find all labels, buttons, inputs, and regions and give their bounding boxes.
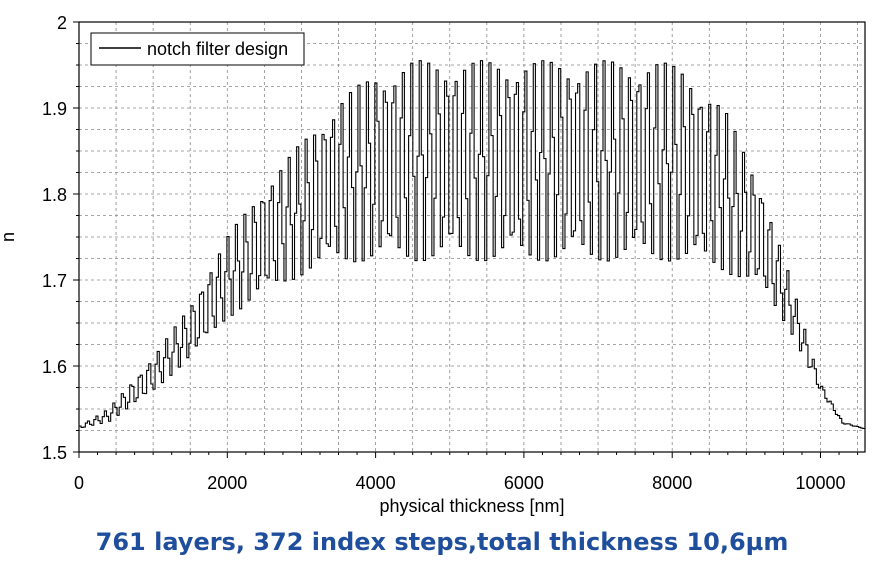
y-axis-ticks: 1.5 1.6 1.7 1.8 1.9 2 bbox=[42, 13, 79, 463]
chart-svg: 0 2000 4000 6000 8000 10000 1.51.61.71.81.92 … bbox=[0, 13, 866, 516]
y-tick-label: 1.8 bbox=[42, 185, 67, 205]
y-tick-label: 1.6 bbox=[42, 357, 67, 377]
caption: 761 layers, 372 index steps,total thickn… bbox=[95, 528, 789, 556]
x-tick-label: 2000 bbox=[207, 473, 247, 493]
x-tick-label: 0 bbox=[74, 473, 84, 493]
y-tick-label: 1.5 bbox=[42, 443, 67, 463]
y-tick-label: 2 bbox=[57, 13, 67, 33]
x-tick-label: 6000 bbox=[504, 473, 544, 493]
y-tick-label: 1.9 bbox=[42, 99, 67, 119]
x-axis-ticks: 0 2000 4000 6000 8000 10000 bbox=[74, 452, 859, 493]
plot-area bbox=[79, 60, 866, 430]
legend-entry-label: notch filter design bbox=[147, 39, 288, 59]
y-tick-label: 1.7 bbox=[42, 271, 67, 291]
x-tick-label: 4000 bbox=[356, 473, 396, 493]
x-axis-label: physical thickness [nm] bbox=[379, 496, 564, 516]
y-axis-label: n bbox=[0, 232, 18, 242]
series-line-notch-filter-design bbox=[79, 60, 866, 430]
legend: notch filter design bbox=[90, 32, 305, 66]
x-tick-label: 10000 bbox=[795, 473, 845, 493]
legend-box bbox=[90, 32, 305, 66]
x-tick-label: 8000 bbox=[652, 473, 692, 493]
